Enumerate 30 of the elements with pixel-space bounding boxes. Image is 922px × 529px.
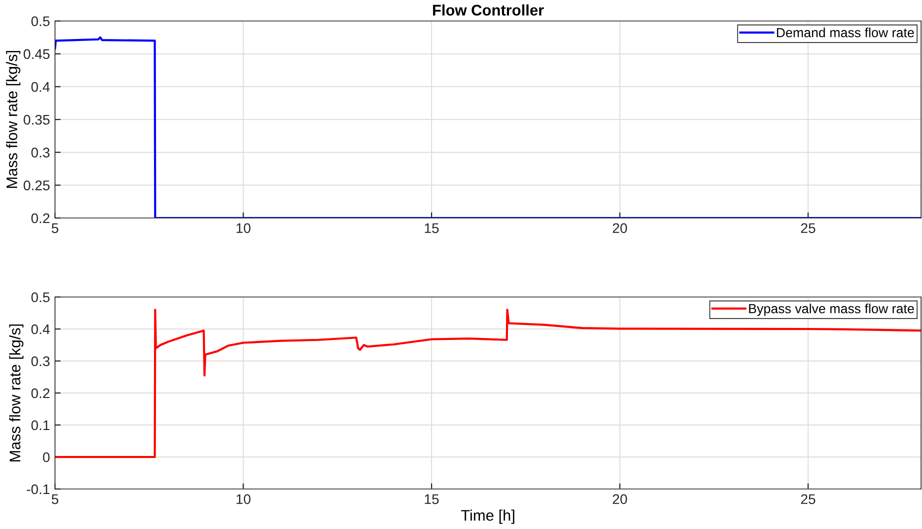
- y-tick-label: 0.5: [31, 16, 50, 26]
- x-tick-label: 25: [801, 223, 816, 234]
- x-tick-label: 15: [424, 223, 439, 234]
- y-tick-label: 0: [42, 452, 50, 462]
- legend-label: Demand mass flow rate: [776, 28, 914, 38]
- x-tick-label: 10: [236, 494, 250, 504]
- y-tick-label: 0.3: [31, 148, 50, 158]
- x-tick-label: 5: [52, 494, 58, 504]
- chart-title: Flow Controller: [433, 4, 544, 16]
- y-tick-label: 0.3: [31, 356, 50, 366]
- y-tick-label: 0.2: [31, 388, 50, 398]
- x-tick-label: 25: [801, 494, 816, 504]
- y-tick-label: 0.4: [31, 82, 50, 92]
- x-tick-label: 5: [52, 223, 58, 234]
- legend-label: Bypass valve mass flow rate: [749, 304, 914, 316]
- y-axis-title: Mass flow rate [kg/s]: [9, 324, 24, 462]
- x-tick-label: 10: [236, 223, 250, 234]
- y-tick-label: 0.4: [31, 324, 50, 334]
- y-tick-label: 0.25: [24, 180, 50, 190]
- x-tick-label: 15: [424, 494, 439, 504]
- y-axis-title: Mass flow rate [kg/s]: [6, 50, 20, 188]
- y-tick-label: 0.45: [24, 49, 50, 60]
- x-axis-title: Time [h]: [461, 510, 514, 524]
- y-tick-label: 0.2: [31, 213, 50, 224]
- x-tick-label: 20: [612, 494, 628, 504]
- y-tick-label: -0.1: [26, 484, 50, 494]
- x-tick-label: 20: [612, 223, 628, 234]
- y-tick-label: 0.5: [31, 292, 50, 302]
- y-tick-label: 0.1: [31, 420, 50, 430]
- y-tick-label: 0.35: [24, 114, 50, 125]
